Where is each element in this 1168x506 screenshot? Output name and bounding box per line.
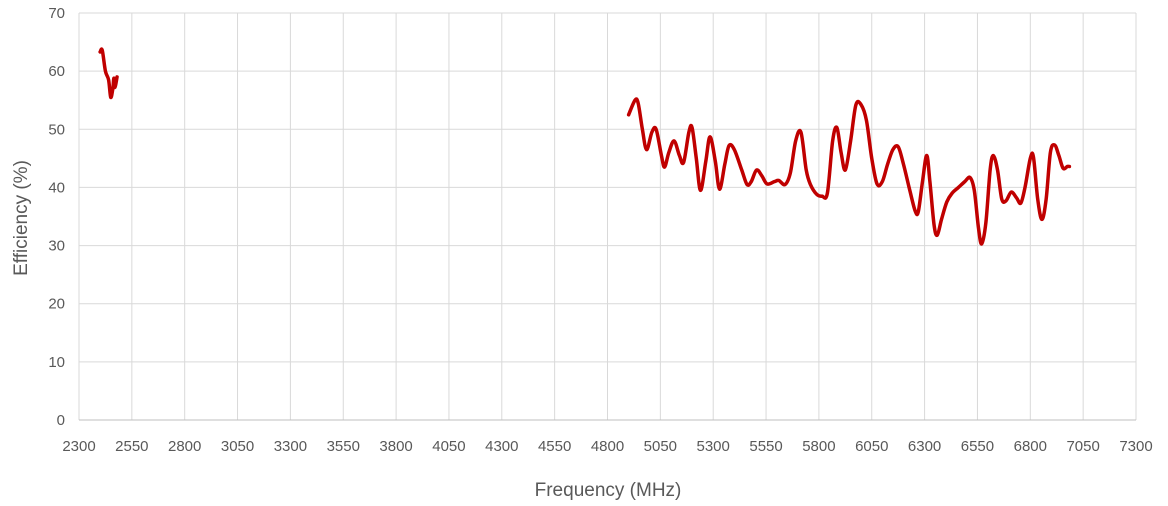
y-tick-label: 70: [48, 5, 65, 22]
x-tick-label: 6300: [908, 438, 941, 455]
x-tick-label: 5800: [802, 438, 835, 455]
x-tick-label: 3300: [274, 438, 307, 455]
y-tick-label: 60: [48, 63, 65, 80]
x-tick-label: 5050: [644, 438, 677, 455]
x-tick-label: 2300: [62, 438, 95, 455]
series-line: [626, 97, 1072, 246]
x-axis-title: Frequency (MHz): [535, 480, 682, 501]
x-tick-label: 3800: [379, 438, 412, 455]
y-tick-label: 10: [48, 354, 65, 371]
x-tick-label: 5300: [697, 438, 730, 455]
y-tick-label: 0: [57, 412, 65, 429]
series-line: [98, 47, 119, 100]
y-tick-label: 30: [48, 238, 65, 255]
y-tick-label: 50: [48, 121, 65, 138]
x-tick-label: 5550: [749, 438, 782, 455]
y-axis-title: Efficiency (%): [11, 160, 32, 276]
x-tick-label: 6550: [961, 438, 994, 455]
y-tick-label: 40: [48, 179, 65, 196]
x-tick-label: 3550: [327, 438, 360, 455]
series: [98, 47, 1072, 246]
x-tick-label: 2800: [168, 438, 201, 455]
x-tick-label: 4550: [538, 438, 571, 455]
x-tick-label: 2550: [115, 438, 148, 455]
x-tick-label: 3050: [221, 438, 254, 455]
x-tick-label: 6050: [855, 438, 888, 455]
x-tick-label: 7300: [1119, 438, 1152, 455]
x-tick-label: 4800: [591, 438, 624, 455]
y-tick-labels: 0 10 20 30 40 50 60 70: [48, 5, 65, 429]
x-tick-label: 7050: [1066, 438, 1099, 455]
x-tick-labels: 2300 2550 2800 3050 3300 3550 3800 4050 4300 4550…: [62, 438, 1152, 455]
x-tick-label: 4050: [432, 438, 465, 455]
x-tick-label: 4300: [485, 438, 518, 455]
y-tick-label: 20: [48, 296, 65, 313]
x-tick-label: 6800: [1014, 438, 1047, 455]
